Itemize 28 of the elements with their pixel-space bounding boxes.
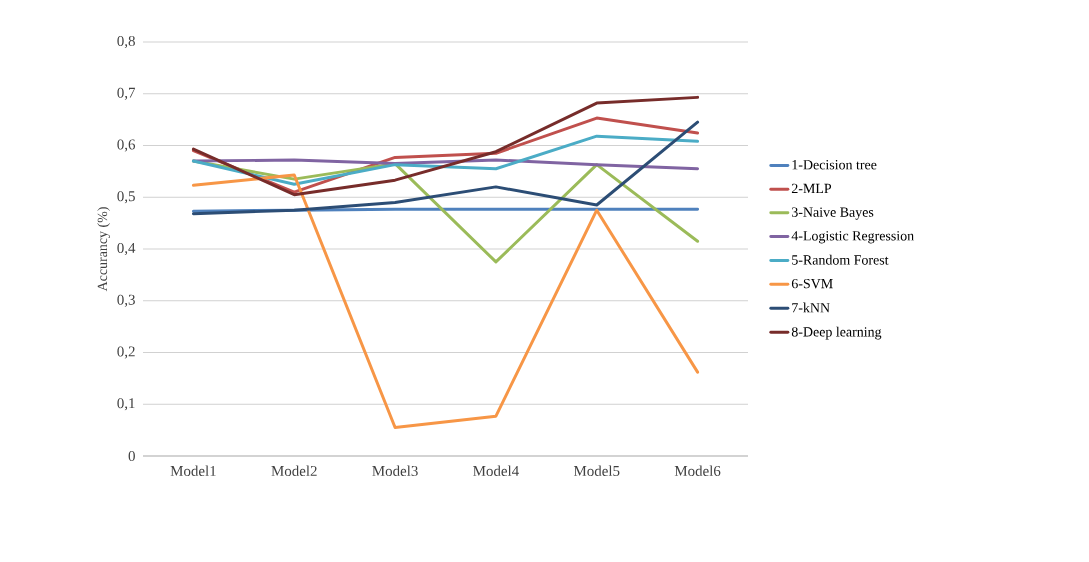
y-tick-label: 0,2 xyxy=(117,346,135,359)
legend-label: 8-Deep learning xyxy=(791,326,882,340)
line-series xyxy=(191,134,700,186)
y-tick-label: 0,1 xyxy=(117,398,135,411)
y-axis-title: Accurancy (%) xyxy=(97,207,110,292)
legend-label: 1-Decision tree xyxy=(792,160,877,170)
line-series xyxy=(191,95,700,197)
y-tick-label: 0,7 xyxy=(117,87,136,100)
x-tick-label: Model4 xyxy=(473,465,519,477)
legend-label: 6-SVM xyxy=(791,278,833,289)
x-tick-label: Model6 xyxy=(674,465,721,477)
y-tick-label: 0,6 xyxy=(117,139,136,152)
line-series xyxy=(191,173,700,430)
x-tick-label: Model1 xyxy=(170,465,216,477)
y-tick-label: 0,5 xyxy=(117,191,135,204)
y-tick-label: 0 xyxy=(128,450,135,462)
x-tick-label: Model5 xyxy=(573,465,620,477)
y-tick-label: 0,8 xyxy=(117,35,135,49)
x-tick-label: Model2 xyxy=(271,465,317,477)
y-tick-label: 0,4 xyxy=(117,242,136,256)
legend-label: 7-kNN xyxy=(792,302,830,313)
y-tick-label: 0,3 xyxy=(117,294,135,307)
legend-label: 2-MLP xyxy=(791,183,832,193)
legend-label: 4-Logistic Regression xyxy=(791,231,914,244)
legend-label: 5-Random Forest xyxy=(792,254,889,265)
x-tick-label: Model3 xyxy=(372,465,418,477)
legend-label: 3-Naive Bayes xyxy=(792,207,874,220)
line-series xyxy=(191,120,700,216)
